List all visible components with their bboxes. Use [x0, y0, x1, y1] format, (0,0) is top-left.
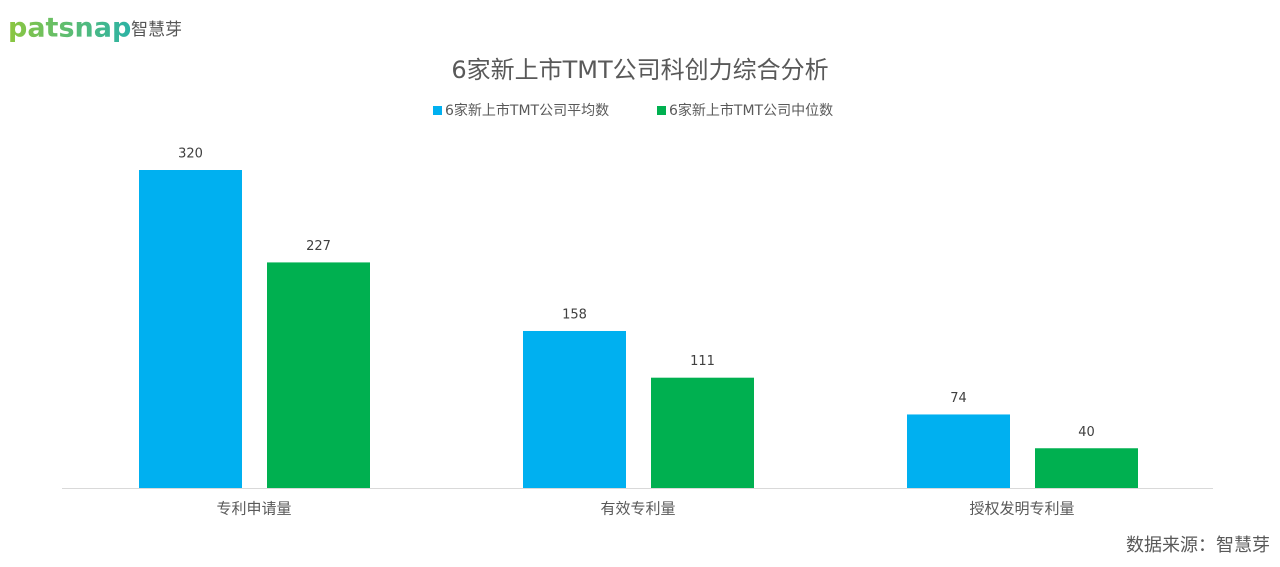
bar	[651, 377, 754, 488]
data-label: 320	[178, 147, 203, 162]
data-label: 227	[306, 239, 331, 254]
x-tick-label: 授权发明专利量	[969, 500, 1074, 518]
logo-name: 智慧芽	[131, 20, 182, 40]
bar	[523, 330, 626, 488]
x-tick-label: 专利申请量	[216, 500, 291, 518]
legend-swatch	[657, 106, 666, 115]
data-label: 158	[562, 307, 587, 322]
data-label: 111	[690, 354, 715, 369]
x-tick-label: 有效专利量	[600, 500, 675, 518]
bar	[139, 170, 242, 488]
chart-title: 6家新上市TMT公司科创力综合分析	[451, 56, 828, 84]
legend-label: 6家新上市TMT公司中位数	[669, 102, 833, 119]
legend-swatch	[433, 106, 442, 115]
legend-label: 6家新上市TMT公司平均数	[445, 102, 609, 119]
logo-brand: patsnap	[8, 13, 131, 44]
bar	[267, 262, 370, 488]
bar	[907, 414, 1010, 488]
bar	[1035, 448, 1138, 488]
data-label: 74	[950, 391, 967, 406]
data-label: 40	[1078, 425, 1095, 440]
source: 数据来源：智慧芽	[1126, 535, 1270, 556]
